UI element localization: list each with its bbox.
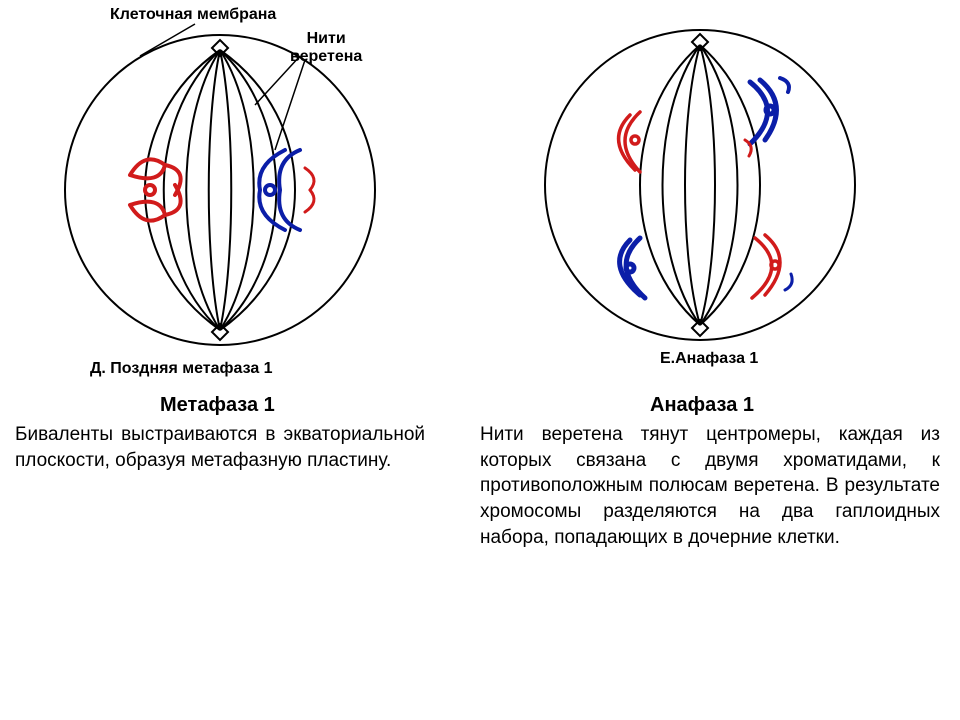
metaphase-cell [0,0,470,400]
anaphase-cell [480,0,950,400]
desc-left: Биваленты выстраиваются в экваториальной… [15,422,425,473]
caption-left: Д. Поздняя метафаза 1 [90,360,273,378]
page: { "colors": { "line": "#000000", "red": … [0,0,960,720]
subtitle-right: Анафаза 1 [650,394,754,417]
caption-right: Е.Анафаза 1 [660,350,758,368]
desc-right: Нити веретена тянут центромеры, каждая и… [480,422,940,550]
subtitle-left: Метафаза 1 [160,394,275,417]
